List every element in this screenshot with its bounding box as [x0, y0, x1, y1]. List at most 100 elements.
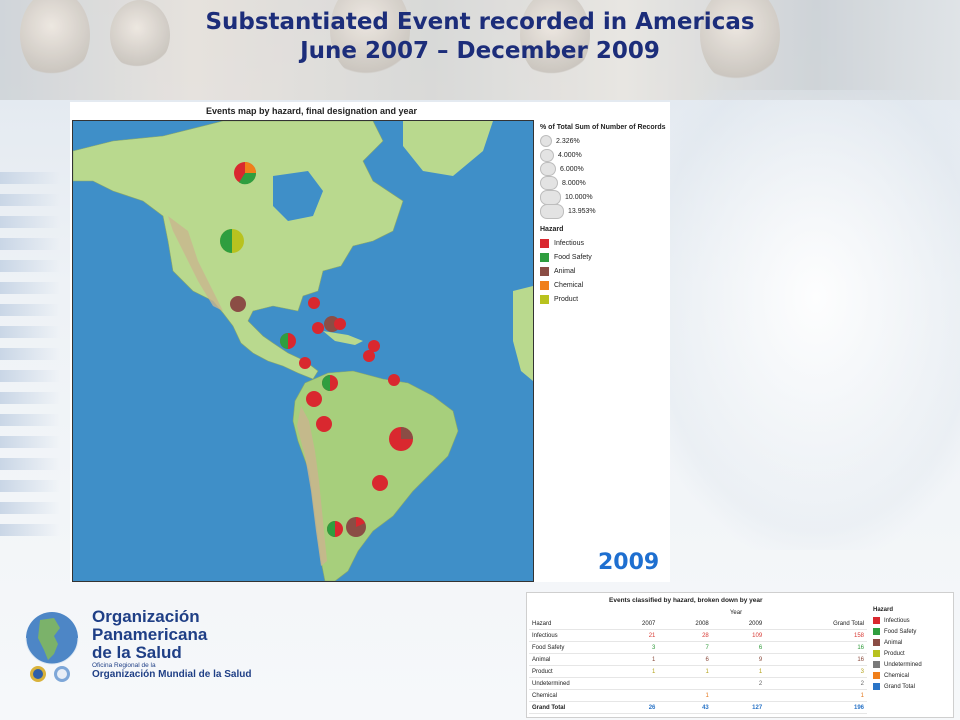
caribbean-islands	[323, 331, 363, 345]
event-marker[interactable]	[346, 517, 366, 537]
value-cell: 9	[711, 653, 766, 666]
event-marker[interactable]	[308, 297, 320, 309]
hazard-cell: Food Safety	[529, 641, 605, 654]
hazard-legend-label: Animal	[554, 267, 576, 275]
size-legend-title: % of Total Sum of Number of Records	[540, 124, 666, 131]
size-legend-label: 8.000%	[562, 179, 586, 187]
hazard-legend-label: Product	[554, 295, 579, 303]
column-header: Grand Total	[765, 618, 867, 630]
event-marker[interactable]	[220, 229, 244, 253]
logo-line2: Panamericana	[92, 625, 208, 644]
event-marker[interactable]	[316, 416, 332, 432]
table-legend-item: Infectious	[873, 615, 922, 626]
value-cell: 1	[605, 653, 659, 666]
map-svg	[73, 121, 533, 581]
hazard-legend-item: Animal	[540, 264, 670, 278]
logo-line5: Organización Mundial de la Salud	[92, 669, 252, 680]
size-legend-item: 6.000%	[540, 162, 670, 176]
table-year-header-row: Year	[529, 607, 867, 618]
size-legend-label: 2.326%	[556, 137, 580, 145]
table-legend-label: Food Safety	[884, 628, 917, 635]
table-row: Undetermined 2 2	[529, 677, 867, 690]
value-cell: 26	[605, 701, 659, 714]
event-marker[interactable]	[306, 391, 322, 407]
event-marker[interactable]	[280, 333, 296, 349]
table-legend-item: Food Safety	[873, 626, 922, 637]
value-cell	[605, 677, 659, 690]
year-label: 2009	[598, 550, 660, 575]
map-legend: % of Total Sum of Number of Records 2.32…	[540, 124, 670, 306]
event-marker[interactable]	[363, 350, 375, 362]
event-marker[interactable]	[299, 357, 311, 369]
value-cell	[658, 677, 712, 690]
header-photo-banner	[0, 0, 960, 100]
table-row: Product 1 1 1 3	[529, 665, 867, 678]
slide-title: Substantiated Event recorded in Americas…	[150, 8, 810, 66]
table-legend-item: Product	[873, 648, 922, 659]
logo-line1: Organización	[92, 607, 200, 626]
hudson-bay	[273, 171, 323, 221]
event-marker[interactable]	[368, 340, 380, 352]
table-legend-label: Animal	[884, 639, 903, 646]
size-legend-item: 8.000%	[540, 176, 670, 190]
event-marker[interactable]	[372, 475, 388, 491]
size-legend-label: 13.953%	[568, 207, 596, 215]
column-header: 2009	[711, 618, 766, 630]
size-legend-label: 10.000%	[565, 193, 593, 201]
table-legend-item: Undetermined	[873, 659, 922, 670]
table-legend-item: Grand Total	[873, 681, 922, 692]
event-marker[interactable]	[230, 296, 246, 312]
value-cell: 109	[711, 629, 766, 642]
value-cell: 21	[605, 629, 659, 642]
column-header: 2007	[605, 618, 659, 630]
table-legend-label: Infectious	[884, 617, 910, 624]
logo-line4: Oficina Regional de la	[92, 662, 156, 669]
greenland	[403, 121, 493, 176]
value-cell: 1	[765, 689, 867, 702]
value-cell: 6	[711, 641, 766, 654]
rocky-mountains	[168, 216, 223, 311]
event-marker[interactable]	[327, 521, 343, 537]
event-marker[interactable]	[312, 322, 324, 334]
value-cell: 1	[711, 665, 766, 678]
hazard-cell: Infectious	[529, 629, 605, 642]
event-marker[interactable]	[234, 162, 257, 185]
event-marker[interactable]	[334, 318, 346, 330]
size-legend-item: 13.953%	[540, 203, 670, 219]
value-cell: 3	[765, 665, 867, 678]
table-row: Animal 1 6 9 16	[529, 653, 867, 666]
hazard-cell: Animal	[529, 653, 605, 666]
event-marker[interactable]	[322, 375, 338, 391]
table-title: Events classified by hazard, broken down…	[609, 597, 763, 604]
event-marker[interactable]	[388, 374, 400, 386]
americas-map	[72, 120, 534, 582]
event-marker[interactable]	[389, 427, 413, 451]
hazard-legend-item: Product	[540, 292, 670, 306]
slide-title-line1: Substantiated Event recorded in Americas	[205, 9, 755, 35]
size-legend-item: 2.326%	[540, 134, 670, 148]
size-legend-item: 4.000%	[540, 148, 670, 162]
value-cell: 1	[658, 665, 712, 678]
background-globe	[640, 90, 960, 550]
table-legend-label: Chemical	[884, 672, 910, 679]
value-cell: 158	[765, 629, 867, 642]
table-legend-label: Product	[884, 650, 905, 657]
size-legend-item: 10.000%	[540, 189, 670, 205]
table-header-row: Hazard 2007 2008 2009 Grand Total	[529, 618, 867, 630]
value-cell: 3	[605, 641, 659, 654]
globe-emblem-icon	[25, 612, 79, 682]
table-row: Chemical 1 1	[529, 689, 867, 702]
hazard-legend-item: Food Safety	[540, 250, 670, 264]
value-cell: 196	[765, 701, 867, 714]
decorative-stripes	[0, 172, 60, 552]
value-cell: 6	[658, 653, 712, 666]
value-cell: 127	[711, 701, 766, 714]
paho-logo: Organización Panamericana de la Salud Of…	[20, 604, 260, 694]
value-cell: 16	[765, 641, 867, 654]
value-cell: 43	[658, 701, 712, 714]
table-row: Infectious 21 28 109 158	[529, 629, 867, 642]
map-title: Events map by hazard, final designation …	[206, 106, 418, 116]
table-row: Food Safety 3 7 6 16	[529, 641, 867, 654]
table-legend: Hazard Infectious Food Safety Animal Pro…	[873, 607, 922, 692]
value-cell	[605, 689, 659, 702]
